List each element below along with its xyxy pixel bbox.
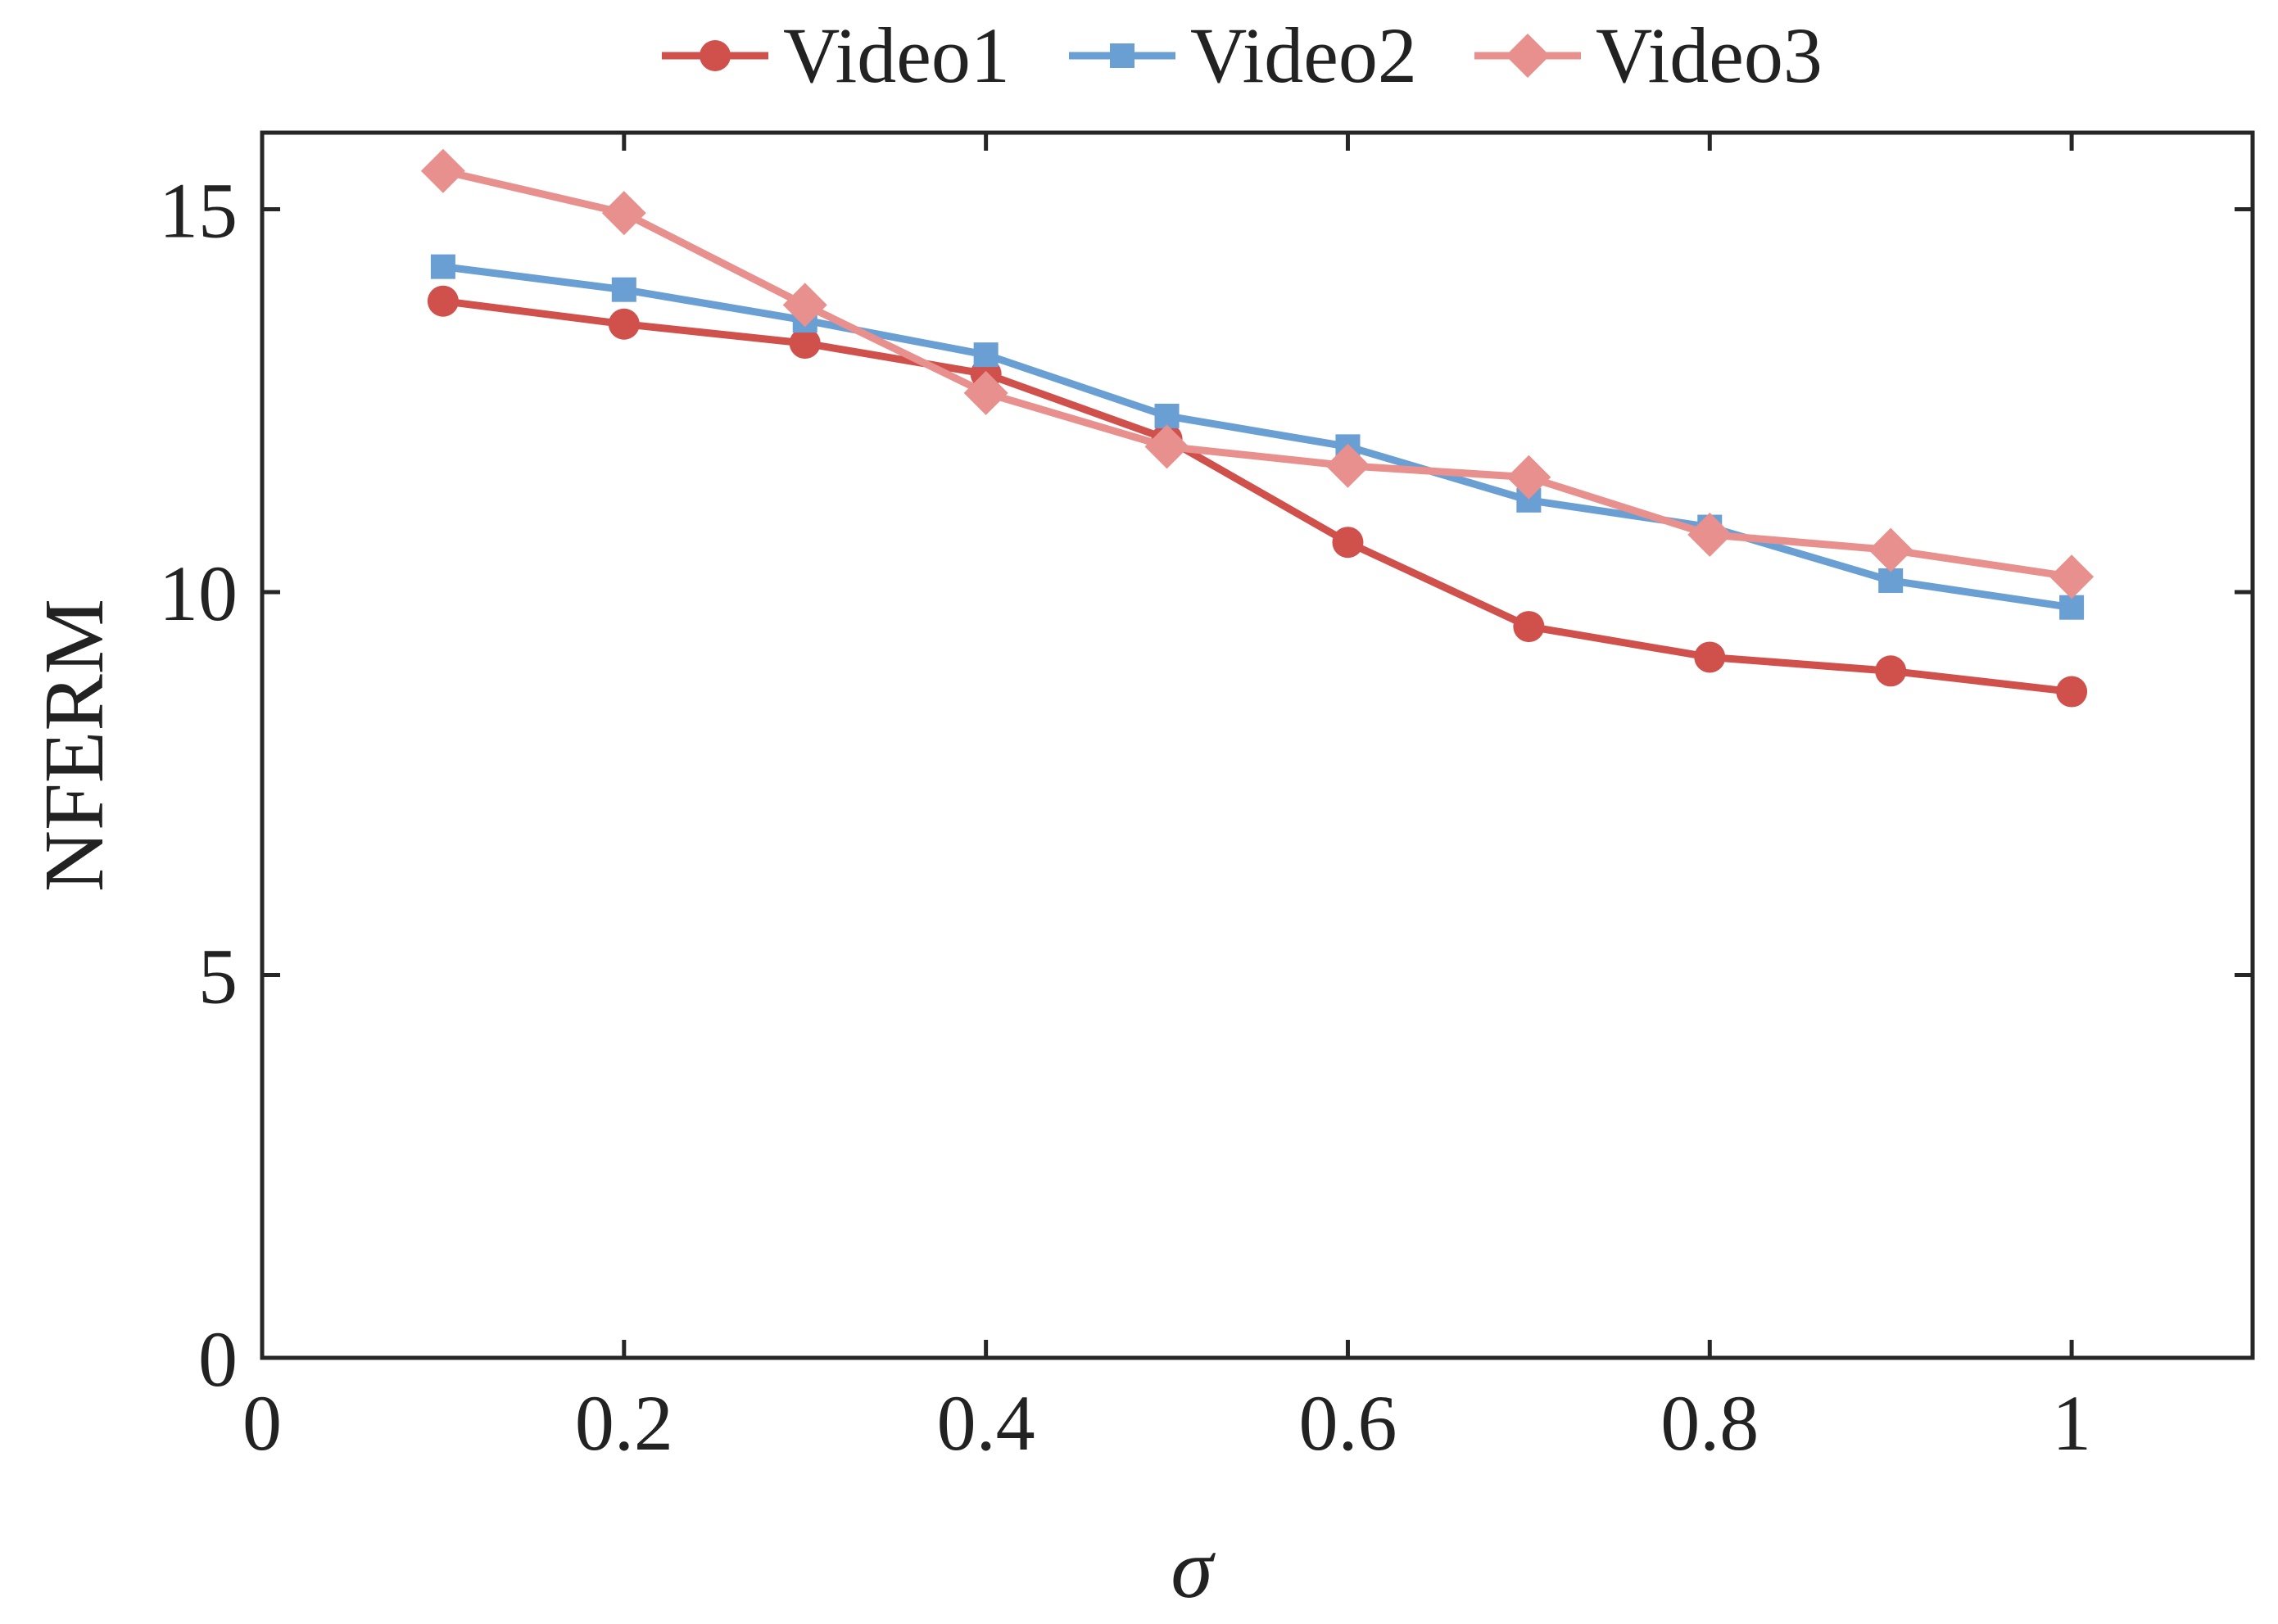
legend-item-video1: Video1 — [662, 11, 1010, 99]
data-point — [782, 283, 827, 328]
data-point — [1144, 424, 1189, 469]
data-point — [601, 191, 646, 236]
x-tick-label: 0.8 — [1660, 1379, 1759, 1467]
legend: Video1 Video2 Video3 — [662, 11, 1823, 99]
x-tick-label: 0.6 — [1298, 1379, 1397, 1467]
data-point — [1332, 527, 1364, 559]
series-line — [442, 167, 2072, 581]
x-axis-title: σ — [1171, 1522, 1216, 1616]
data-point — [1875, 655, 1907, 687]
plot-area-border — [260, 130, 2255, 1360]
data-point — [1868, 527, 1913, 572]
data-point — [420, 148, 465, 193]
data-point — [1154, 403, 1180, 428]
data-point — [2049, 554, 2095, 599]
x-tick-label: 0.2 — [575, 1379, 673, 1467]
legend-marker — [700, 40, 731, 71]
data-point — [973, 342, 999, 368]
data-point — [1687, 512, 1732, 557]
data-point — [608, 308, 640, 340]
series-line — [442, 297, 2072, 696]
data-point — [1694, 641, 1726, 673]
y-axis-title: NFERM — [27, 599, 121, 892]
legend-item-video3: Video3 — [1474, 11, 1823, 99]
data-point — [789, 328, 821, 360]
data-point — [427, 285, 459, 317]
data-point — [1878, 568, 1904, 593]
series-video2 — [430, 254, 2085, 620]
legend-label: Video2 — [1190, 11, 1417, 99]
series-line — [442, 263, 2072, 612]
y-tick-label: 0 — [198, 1315, 238, 1403]
legend-marker — [1110, 43, 1134, 68]
plot-series — [420, 148, 2095, 708]
x-tick-label: 1 — [2052, 1379, 2091, 1467]
y-tick-label: 5 — [198, 933, 238, 1020]
data-point — [1506, 455, 1551, 500]
data-point — [430, 254, 455, 279]
series-video1 — [427, 285, 2088, 708]
legend-marker — [1506, 34, 1550, 78]
data-point — [611, 277, 636, 302]
data-point — [2056, 676, 2088, 708]
legend-label: Video3 — [1596, 11, 1823, 99]
legend-label: Video1 — [783, 11, 1010, 99]
data-point — [2059, 595, 2085, 620]
legend-item-video2: Video2 — [1069, 11, 1417, 99]
plot-frame — [260, 130, 2255, 1360]
y-tick-label: 15 — [159, 167, 238, 255]
data-point — [963, 370, 1008, 415]
x-tick-label: 0.4 — [937, 1379, 1035, 1467]
x-tick-label: 0 — [242, 1379, 282, 1467]
series-video3 — [420, 148, 2095, 599]
data-point — [1513, 611, 1545, 643]
y-tick-label: 10 — [159, 550, 238, 637]
data-point — [1325, 443, 1370, 488]
